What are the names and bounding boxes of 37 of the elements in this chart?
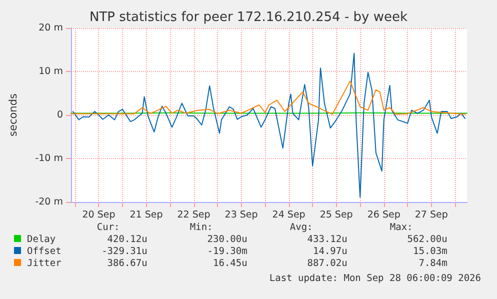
- text: Cur:: [96, 222, 121, 234]
- legend-label: Delay: [26, 234, 57, 246]
- y-axis-title: seconds: [8, 94, 20, 136]
- text: -19.30m: [206, 246, 248, 258]
- text: Max:: [388, 222, 414, 234]
- text: 15.03m: [412, 246, 448, 258]
- x-tick-label: 21 Sep: [130, 210, 163, 220]
- x-tick-label: 22 Sep: [177, 210, 210, 220]
- line-series: [70, 80, 466, 115]
- text: 16.45u: [212, 258, 248, 270]
- x-tick-label: 20 Sep: [82, 210, 116, 220]
- text: 14.97u: [312, 246, 348, 258]
- y-tick-label: -10 m: [35, 153, 63, 164]
- text: 420.12u: [106, 234, 148, 246]
- y-tick-label: 0: [56, 110, 63, 120]
- x-tick-label: 24 Sep: [272, 210, 306, 220]
- x-tick-label: 25 Sep: [320, 210, 353, 220]
- x-tick-label: 23 Sep: [224, 210, 258, 220]
- legend-label: Jitter: [26, 258, 62, 270]
- text: 562.00u: [406, 234, 448, 246]
- y-tick-label: 20 m: [38, 22, 63, 34]
- text: 7.84m: [418, 258, 448, 270]
- text: -329.31u: [100, 246, 148, 258]
- chart-title: NTP statistics for peer 172.16.210.254 - by week: [89, 10, 408, 25]
- legend-label: Offset: [26, 246, 62, 258]
- text: 433.12u: [306, 234, 348, 246]
- x-tick-label: 26 Sep: [367, 210, 400, 220]
- line-series: [72, 52, 466, 198]
- text: Last update: Mon Sep 28 06:00:09 2026: [269, 273, 481, 284]
- y-tick-label: -20 m: [35, 196, 63, 208]
- text: Min:: [188, 222, 214, 234]
- text: 386.67u: [106, 258, 148, 270]
- text: 887.02u: [306, 258, 348, 270]
- text: 230.00u: [206, 234, 248, 246]
- x-tick-label: 27 Sep: [414, 210, 448, 220]
- text: Avg:: [288, 222, 314, 234]
- y-tick-label: 10 m: [38, 66, 63, 77]
